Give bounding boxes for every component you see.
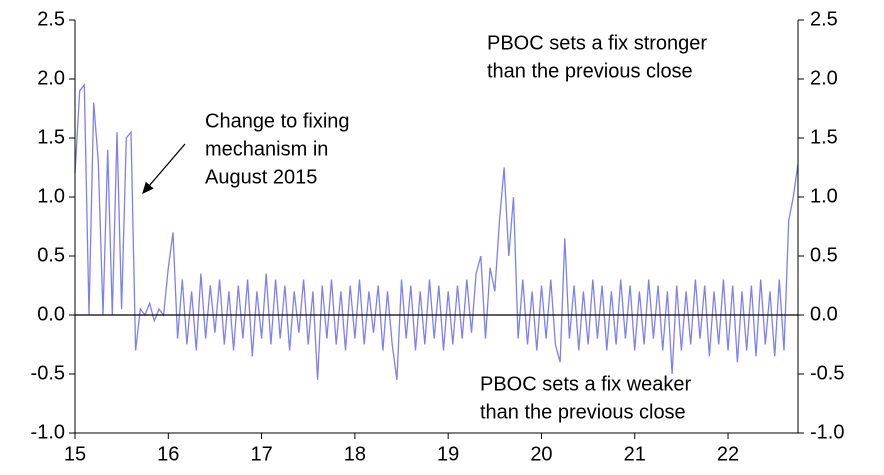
- y-tick-label: -1.0: [31, 421, 65, 443]
- y-tick-label: -0.5: [31, 362, 65, 384]
- data-line: [74, 83, 799, 380]
- x-tick-label: 18: [344, 443, 366, 465]
- annotation: August 2015: [205, 166, 317, 188]
- x-tick-label: 16: [157, 443, 179, 465]
- y2-tick-label: 1.0: [810, 185, 838, 207]
- y-tick-label: 2.5: [37, 8, 65, 30]
- y2-tick-label: 2.5: [810, 8, 838, 30]
- x-tick-label: 17: [250, 443, 272, 465]
- y2-tick-label: 2.0: [810, 67, 838, 89]
- arrow: [142, 143, 186, 194]
- y2-tick-label: 0.0: [810, 303, 838, 325]
- annotation: mechanism in: [205, 138, 328, 160]
- y2-tick-label: 1.5: [810, 126, 838, 148]
- y-tick-label: 2.0: [37, 67, 65, 89]
- annotation: Change to fixing: [205, 110, 350, 132]
- y-tick-label: 0.0: [37, 303, 65, 325]
- annotation: than the previous close: [480, 401, 686, 423]
- y2-tick-label: -0.5: [810, 362, 844, 384]
- y-tick-label: 0.5: [37, 244, 65, 266]
- y-tick-label: 1.5: [37, 126, 65, 148]
- annotation: PBOC sets a fix stronger: [487, 32, 707, 54]
- x-tick-label: 20: [530, 443, 552, 465]
- y-tick-label: 1.0: [37, 185, 65, 207]
- y2-tick-label: -1.0: [810, 421, 844, 443]
- y2-tick-label: 0.5: [810, 244, 838, 266]
- annotation: than the previous close: [487, 60, 693, 82]
- x-tick-label: 22: [717, 443, 739, 465]
- annotation: PBOC sets a fix weaker: [480, 373, 692, 395]
- x-tick-label: 19: [437, 443, 459, 465]
- x-tick-label: 15: [64, 443, 86, 465]
- x-tick-label: 21: [624, 443, 646, 465]
